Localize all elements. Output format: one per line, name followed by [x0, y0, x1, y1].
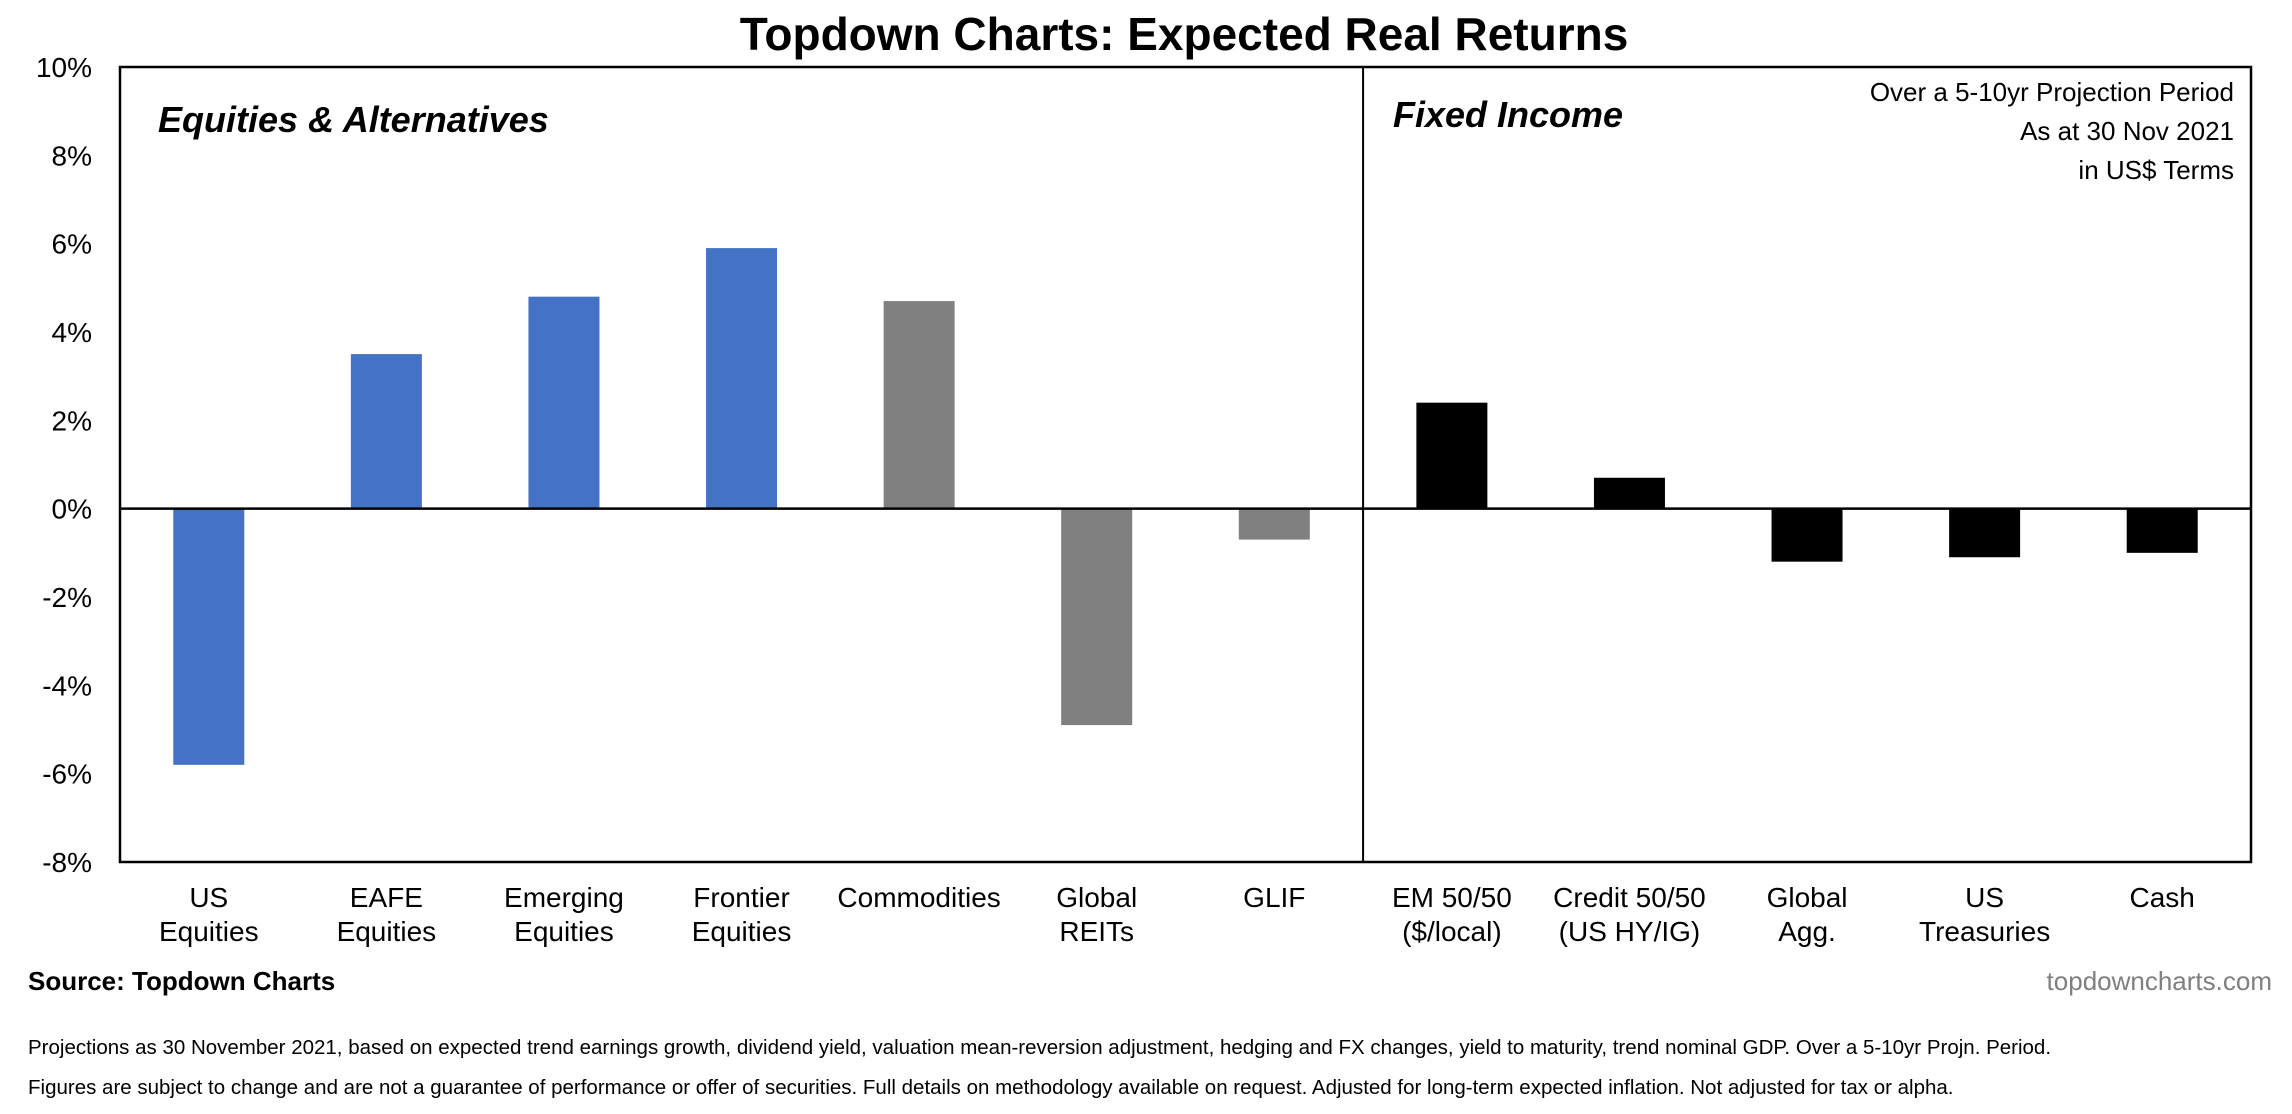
bar	[528, 296, 600, 509]
x-tick-label: Cash	[2130, 882, 2195, 913]
x-tick-label: EM 50/50 ($/local)	[1392, 882, 1512, 947]
x-tick-label: GLIF	[1243, 882, 1305, 913]
as-at-date-note: As at 30 Nov 2021	[2020, 116, 2234, 146]
y-tick-label: -2%	[42, 582, 92, 613]
bar-series	[173, 248, 2198, 765]
x-tick-label: EAFE Equities	[337, 882, 437, 947]
x-tick-label: Credit 50/50 (US HY/IG)	[1553, 882, 1706, 947]
y-tick-label: 10%	[36, 52, 92, 83]
bar	[1593, 477, 1665, 509]
y-tick-label: 6%	[52, 229, 92, 260]
y-tick-label: 0%	[52, 494, 92, 525]
methodology-note: Projections as 30 November 2021, based o…	[28, 1036, 2052, 1059]
bar	[350, 354, 422, 509]
y-tick-label: 4%	[52, 317, 92, 348]
website-label: topdowncharts.com	[2046, 966, 2272, 996]
x-tick-label: Commodities	[837, 882, 1000, 913]
x-tick-label: Global Agg.	[1767, 882, 1848, 947]
y-tick-label: -4%	[42, 670, 92, 701]
source-label: Source: Topdown Charts	[28, 966, 336, 996]
x-tick-label: Global REITs	[1056, 882, 1137, 947]
x-axis-labels: US Equities EAFE Equities Emerging Equities Fr…	[159, 882, 2195, 947]
bar	[1771, 508, 1843, 562]
bar	[2126, 508, 2198, 553]
panel-label-fixed-income: Fixed Income	[1393, 94, 1623, 135]
chart-title: Topdown Charts: Expected Real Returns	[740, 8, 1629, 60]
x-tick-label: Emerging Equities	[504, 882, 624, 947]
bar	[173, 508, 245, 765]
bar	[706, 248, 778, 509]
panel-label-equities: Equities & Alternatives	[158, 99, 549, 140]
plot-frame	[118, 65, 2253, 864]
disclaimer-note: Figures are subject to change and are no…	[28, 1076, 1954, 1099]
bar	[1061, 508, 1133, 726]
y-tick-label: -6%	[42, 759, 92, 790]
y-tick-label: -8%	[42, 847, 92, 878]
bar	[1416, 402, 1488, 509]
x-tick-label: Frontier Equities	[692, 882, 792, 947]
y-axis-ticks: 10% 8% 6% 4% 2% 0% -2% -4% -6% -8%	[36, 52, 92, 878]
bar	[1238, 508, 1310, 540]
projection-note: Over a 5-10yr Projection Period	[1870, 77, 2234, 107]
x-tick-label: US Treasuries	[1919, 882, 2050, 947]
x-tick-label: US Equities	[159, 882, 259, 947]
expected-returns-chart: Topdown Charts: Expected Real Returns 10…	[36, 8, 2253, 947]
currency-note: in US$ Terms	[2078, 155, 2234, 185]
y-tick-label: 2%	[52, 405, 92, 436]
bar	[1949, 508, 2021, 558]
bar	[883, 301, 955, 509]
y-tick-label: 8%	[52, 140, 92, 171]
